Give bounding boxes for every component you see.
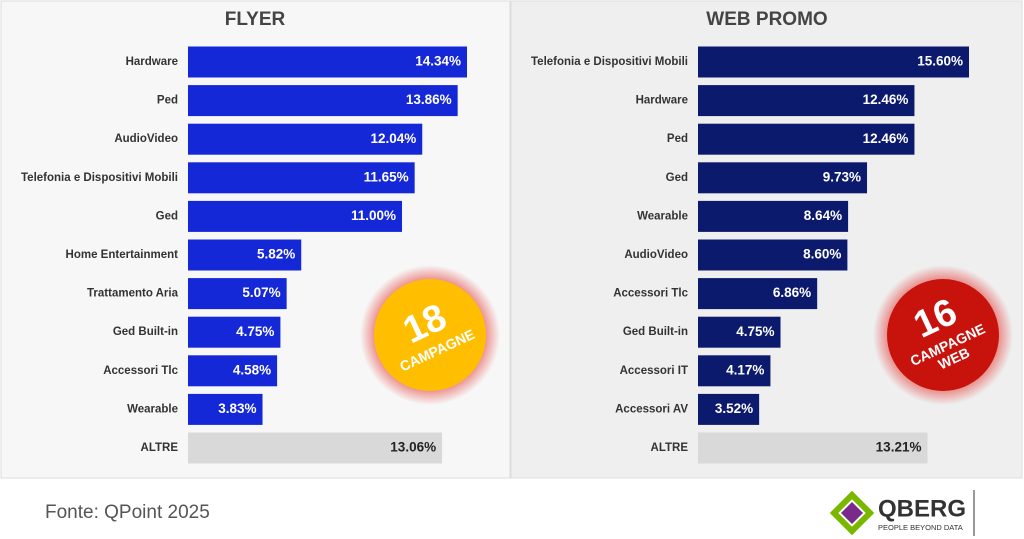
badge-circle: [374, 279, 486, 391]
source: Fonte: QPoint 2025: [45, 502, 210, 523]
category-label: Telefonia e Dispositivi Mobili: [21, 172, 178, 184]
bar: [188, 200, 403, 232]
value-label: 8.60%: [803, 247, 841, 262]
value-label: 11.65%: [364, 169, 409, 184]
value-label: 13.06%: [390, 440, 436, 455]
value-label: 12.46%: [863, 92, 909, 107]
category-label: Wearable: [637, 210, 688, 222]
category-label: Accessori AV: [615, 403, 688, 415]
category-label: Home Entertainment: [66, 249, 179, 261]
bar: [188, 393, 263, 425]
bar: [698, 162, 868, 194]
bar: [698, 278, 818, 310]
category-label: ALTRE: [651, 442, 689, 454]
value-label: 14.34%: [415, 54, 461, 69]
bar: [188, 355, 278, 387]
category-label: Ped: [667, 133, 688, 145]
badge-circle: [887, 279, 999, 391]
category-label: Hardware: [126, 56, 178, 68]
value-label: 3.83%: [218, 401, 256, 416]
chart-title: WEB PROMO: [706, 9, 827, 30]
category-label: Ged: [156, 210, 178, 222]
bar: [698, 46, 969, 78]
value-label: 5.82%: [257, 247, 295, 262]
value-label: 4.17%: [726, 362, 764, 377]
value-label: 12.46%: [863, 131, 909, 146]
value-label: 4.58%: [233, 362, 271, 377]
bar: [698, 432, 928, 464]
value-label: 5.07%: [242, 285, 280, 300]
bar: [698, 85, 915, 117]
value-label: 4.75%: [736, 324, 774, 339]
category-label: Ped: [157, 95, 178, 107]
logo-text: QBERG: [878, 495, 966, 522]
category-label: Wearable: [127, 403, 178, 415]
category-label: Accessori Tlc: [103, 365, 178, 377]
value-label: 8.64%: [804, 208, 842, 223]
category-label: Ged Built-in: [623, 326, 688, 338]
category-label: Telefonia e Dispositivi Mobili: [531, 56, 688, 68]
category-label: Accessori Tlc: [613, 288, 688, 300]
bar: [698, 239, 848, 271]
category-label: AudioVideo: [624, 249, 688, 261]
value-label: 4.75%: [236, 324, 274, 339]
bar: [188, 85, 458, 117]
value-label: 3.52%: [715, 401, 753, 416]
value-label: 11.00%: [351, 208, 396, 223]
chart-title: FLYER: [225, 9, 286, 30]
bar: [698, 393, 760, 425]
value-label: 6.86%: [773, 285, 811, 300]
bar: [188, 123, 423, 155]
category-label: Hardware: [636, 95, 688, 107]
value-label: 15.60%: [917, 54, 963, 69]
bar: [188, 316, 281, 348]
category-label: Ged: [666, 172, 688, 184]
bar: [188, 46, 467, 78]
bar: [188, 239, 302, 271]
bar: [188, 432, 443, 464]
value-label: 12.04%: [370, 131, 416, 146]
logo-tagline: PEOPLE BEYOND DATA: [878, 523, 963, 532]
value-label: 13.21%: [876, 440, 922, 455]
value-label: 13.86%: [406, 92, 452, 107]
category-label: Trattamento Aria: [87, 288, 179, 300]
bar: [188, 278, 287, 310]
logo: QBERG PEOPLE BEYOND DATA: [829, 490, 975, 536]
category-label: ALTRE: [141, 442, 179, 454]
bar: [188, 162, 415, 194]
bar: [698, 200, 849, 232]
value-label: 9.73%: [823, 169, 861, 184]
bar: [698, 123, 915, 155]
bar: [698, 316, 781, 348]
category-label: AudioVideo: [114, 133, 178, 145]
category-label: Accessori IT: [620, 365, 688, 377]
bar: [698, 355, 771, 387]
category-label: Ged Built-in: [113, 326, 178, 338]
